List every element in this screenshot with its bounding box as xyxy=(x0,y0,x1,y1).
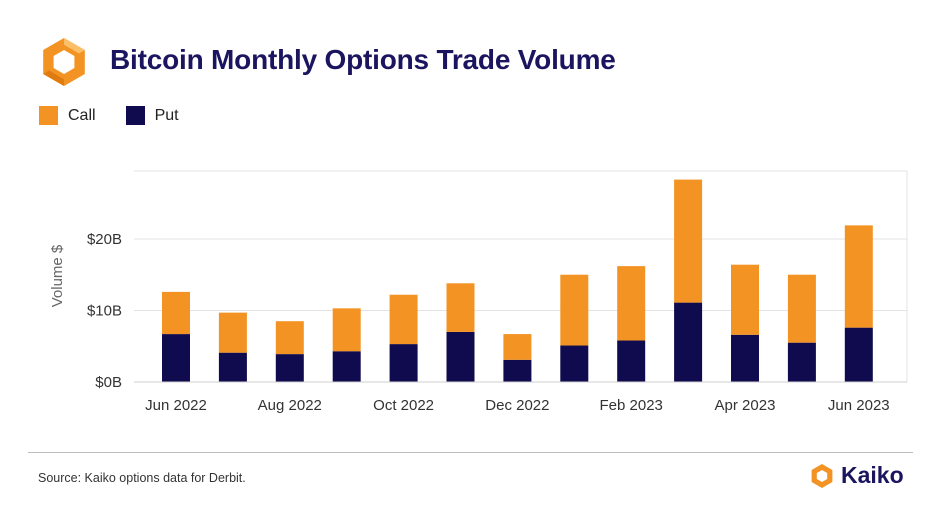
bar-call xyxy=(787,274,816,343)
bar-call xyxy=(617,266,646,341)
x-tick-label: Feb 2023 xyxy=(600,397,663,414)
legend-item-put: Put xyxy=(125,106,179,125)
legend-label-put: Put xyxy=(154,106,179,124)
x-tick-label: Jun 2023 xyxy=(828,397,890,414)
kaiko-brand: Kaiko xyxy=(809,462,904,489)
y-axis-title: Volume $ xyxy=(49,244,66,307)
bar-call xyxy=(218,312,247,353)
chart-title: Bitcoin Monthly Options Trade Volume xyxy=(110,44,616,75)
y-tick-label: $20B xyxy=(87,231,122,248)
y-tick-label: $0B xyxy=(95,374,122,391)
bar-call xyxy=(162,291,190,335)
bar-put xyxy=(332,351,361,382)
bar-put xyxy=(560,345,589,382)
bar-call xyxy=(446,283,475,332)
x-tick-label: Jun 2022 xyxy=(145,397,207,414)
y-tick-label: $10B xyxy=(87,302,122,319)
legend-swatch-call xyxy=(39,106,58,125)
x-tick-label: Apr 2023 xyxy=(715,397,776,414)
bar-put xyxy=(503,359,532,382)
bar-call xyxy=(389,294,418,345)
options-volume-chart: $0B $10B $20B Jun 2022 Aug 2022 Oct 2022 Dec 2… xyxy=(49,170,908,414)
bar-call xyxy=(731,264,759,335)
bar-put xyxy=(389,344,418,382)
bar-put xyxy=(162,334,190,382)
kaiko-logo-icon xyxy=(43,38,85,86)
x-tick-label: Aug 2022 xyxy=(258,397,322,414)
bar-put xyxy=(446,331,475,382)
bar-put xyxy=(844,327,873,382)
bar-call xyxy=(674,179,703,303)
brand-name: Kaiko xyxy=(841,462,904,488)
bar-put xyxy=(218,352,247,382)
x-tick-label: Dec 2022 xyxy=(485,397,549,414)
bar-call xyxy=(503,334,532,360)
bar-call xyxy=(275,321,304,355)
legend-label-call: Call xyxy=(68,106,96,124)
chart-legend: Call Put xyxy=(39,106,209,125)
bar-put xyxy=(674,302,703,382)
bar-call xyxy=(332,308,361,352)
bar-put xyxy=(731,334,759,382)
bar-put xyxy=(787,342,816,382)
kaiko-logo-icon xyxy=(811,463,833,488)
x-tick-label: Oct 2022 xyxy=(373,397,434,414)
bar-call xyxy=(844,225,873,328)
legend-item-call: Call xyxy=(39,106,96,125)
footer-divider xyxy=(28,452,913,453)
legend-swatch-put xyxy=(125,106,145,125)
bar-put xyxy=(275,354,304,382)
bar-put xyxy=(617,340,646,382)
source-note: Source: Kaiko options data for Derbit. xyxy=(38,471,246,485)
bar-call xyxy=(560,274,589,346)
